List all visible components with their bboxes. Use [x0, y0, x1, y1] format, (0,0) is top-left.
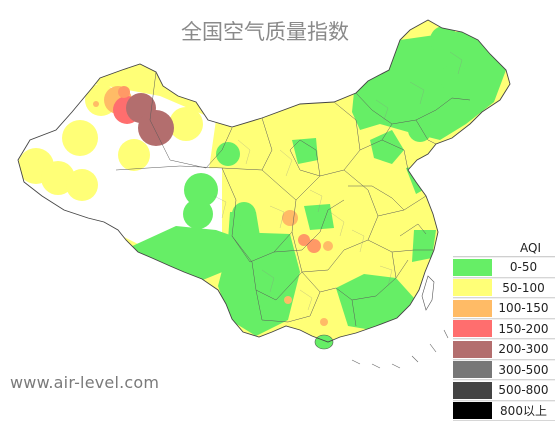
legend-item: 500-800: [453, 380, 555, 401]
legend-label: 200-300: [492, 342, 555, 356]
legend-label: 300-500: [492, 363, 555, 377]
legend-label: 100-150: [492, 301, 555, 315]
legend-swatch: [453, 402, 492, 419]
legend-swatch: [453, 279, 492, 296]
legend-swatch: [453, 382, 492, 399]
legend-swatch: [453, 361, 492, 378]
legend-swatch: [453, 259, 492, 276]
site-watermark: www.air-level.com: [10, 373, 159, 392]
legend-item: 100-150: [453, 298, 555, 319]
hainan-island: [315, 335, 333, 349]
legend-item: 800以上: [453, 401, 555, 421]
legend-label: 150-200: [492, 322, 555, 336]
legend-item: 0-50: [453, 257, 555, 278]
taiwan-island: [422, 276, 434, 310]
legend-label: 500-800: [492, 383, 555, 397]
legend-swatch: [453, 300, 492, 317]
legend-item: 300-500: [453, 360, 555, 381]
legend-title: AQI: [453, 240, 555, 257]
legend-swatch: [453, 320, 492, 337]
legend-swatch: [453, 341, 492, 358]
aqi-legend: AQI 0-50 50-100 100-150 150-200 200-300 …: [453, 240, 555, 421]
legend-item: 50-100: [453, 278, 555, 299]
legend-label: 800以上: [492, 402, 555, 419]
legend-label: 0-50: [492, 260, 555, 274]
legend-item: 150-200: [453, 319, 555, 340]
legend-item: 200-300: [453, 339, 555, 360]
south-sea-islands: [352, 330, 448, 368]
legend-label: 50-100: [492, 281, 555, 295]
